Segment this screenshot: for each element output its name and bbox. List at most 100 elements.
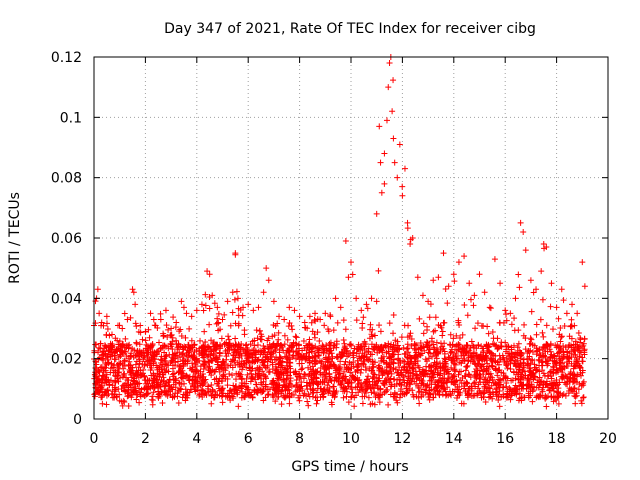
data-point — [387, 343, 394, 350]
data-point — [371, 332, 378, 339]
data-point — [98, 379, 105, 386]
data-point — [391, 390, 398, 397]
data-point — [345, 274, 352, 281]
data-point — [430, 390, 437, 397]
data-point — [369, 359, 376, 366]
y-axis-label: ROTI / TECUs — [7, 192, 23, 284]
data-point — [426, 346, 433, 353]
data-point — [578, 397, 585, 404]
data-point — [279, 384, 286, 391]
data-point — [556, 356, 563, 363]
data-point — [236, 384, 243, 391]
data-point — [457, 389, 464, 396]
data-point — [296, 384, 303, 391]
data-point — [435, 274, 442, 281]
data-point — [196, 345, 203, 352]
data-point — [389, 108, 396, 115]
data-point — [421, 386, 427, 393]
data-point — [161, 342, 168, 349]
data-point — [256, 370, 263, 377]
data-point — [132, 361, 139, 368]
data-point — [321, 322, 328, 329]
data-point — [235, 403, 242, 410]
data-point — [207, 345, 214, 352]
data-point — [131, 347, 138, 354]
data-point — [518, 385, 525, 392]
data-point — [508, 377, 515, 384]
data-point — [283, 368, 290, 375]
data-point — [214, 315, 221, 322]
data-point — [366, 335, 373, 342]
data-point — [256, 327, 263, 334]
data-point — [529, 383, 536, 390]
data-point — [153, 348, 160, 355]
data-point — [368, 367, 375, 374]
chart-title: Day 347 of 2021, Rate Of TEC Index for r… — [164, 21, 536, 37]
data-point — [251, 337, 258, 344]
data-point — [331, 363, 338, 370]
data-point — [249, 347, 256, 354]
data-point — [320, 350, 327, 357]
data-point — [133, 323, 140, 330]
data-point — [396, 141, 403, 148]
data-point — [417, 371, 424, 378]
data-point — [527, 340, 534, 347]
data-point — [358, 382, 365, 389]
data-point — [287, 365, 294, 372]
data-point — [463, 342, 470, 349]
data-point — [322, 310, 329, 317]
data-point — [494, 372, 501, 379]
data-point — [445, 368, 452, 375]
data-point — [380, 353, 387, 360]
data-point — [327, 347, 334, 354]
data-point — [381, 150, 388, 157]
data-point — [330, 383, 337, 390]
data-point — [202, 291, 209, 298]
data-point — [215, 310, 222, 317]
data-point — [341, 343, 348, 350]
data-point — [286, 304, 293, 311]
data-point — [368, 341, 375, 348]
data-point — [319, 391, 326, 398]
data-point — [166, 388, 173, 395]
data-point — [309, 354, 316, 361]
data-point — [547, 353, 554, 360]
data-point — [544, 372, 551, 379]
data-point — [296, 397, 303, 404]
data-point — [475, 341, 482, 348]
data-point — [574, 341, 581, 348]
data-point — [395, 351, 402, 358]
data-point — [138, 372, 145, 379]
data-point — [356, 353, 363, 360]
data-point — [372, 344, 379, 351]
data-point — [171, 370, 178, 377]
data-point — [192, 379, 199, 386]
data-point — [347, 350, 354, 357]
data-point — [257, 366, 264, 373]
data-point — [512, 358, 519, 365]
data-point — [521, 368, 528, 375]
data-point — [119, 402, 126, 409]
data-point — [578, 400, 585, 407]
data-point — [101, 342, 108, 349]
data-point — [149, 383, 156, 390]
data-point — [404, 380, 411, 387]
data-point — [484, 360, 491, 367]
data-point — [286, 394, 293, 401]
data-point — [182, 394, 189, 401]
data-point — [486, 343, 493, 350]
data-point — [174, 344, 181, 351]
data-point — [482, 399, 489, 406]
data-point — [233, 288, 240, 295]
data-point — [528, 308, 535, 315]
data-point — [343, 386, 350, 393]
data-point — [236, 351, 243, 358]
data-point — [270, 340, 277, 347]
data-point — [476, 357, 483, 364]
data-point — [358, 366, 365, 373]
data-point — [461, 385, 467, 392]
data-point — [349, 389, 356, 396]
data-point — [405, 349, 412, 356]
data-point — [337, 364, 344, 371]
data-point — [208, 382, 215, 389]
